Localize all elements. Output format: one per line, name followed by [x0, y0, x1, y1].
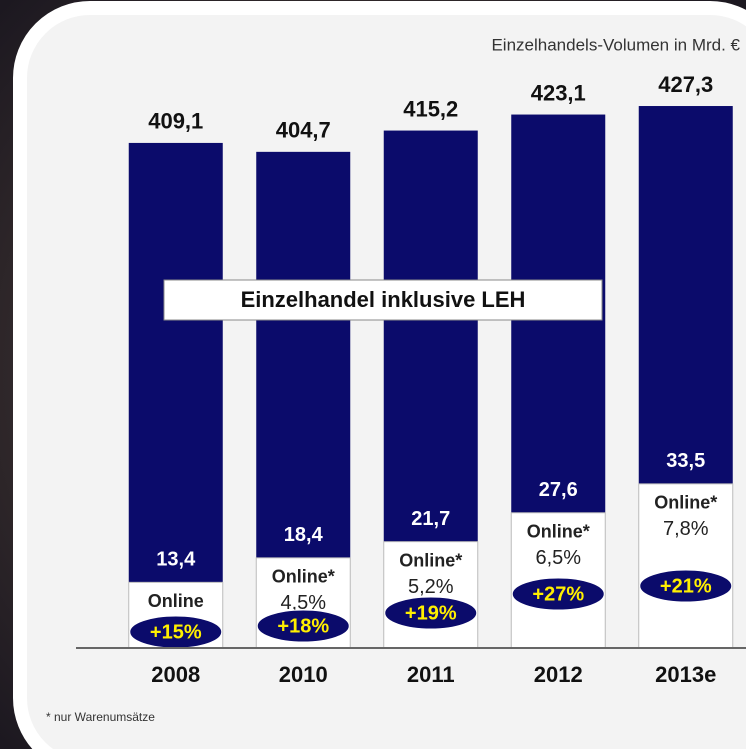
online-label: 18,4: [284, 524, 324, 546]
plot: 409,113,4Online3,3%+15%2008404,718,4Onli…: [76, 72, 746, 687]
growth-label: +21%: [660, 575, 712, 597]
x-tick-label: 2008: [151, 662, 200, 687]
total-label: 415,2: [403, 96, 458, 121]
growth-badge: [511, 577, 605, 611]
growth-label: +15%: [150, 621, 202, 643]
online-text: Online*: [272, 567, 335, 587]
online-text: Online*: [527, 522, 590, 542]
share-label: 5,2%: [408, 576, 454, 598]
share-label: 6,5%: [535, 547, 581, 569]
total-label: 409,1: [148, 109, 203, 134]
total-label: 427,3: [658, 72, 713, 97]
growth-label: +19%: [405, 602, 457, 624]
growth-label: +27%: [532, 583, 584, 605]
footnote: * nur Warenumsätze: [46, 710, 155, 724]
total-bar: [128, 142, 223, 648]
share-label: 7,8%: [663, 518, 709, 540]
growth-badge: [256, 609, 350, 643]
online-text: Online*: [399, 550, 462, 570]
x-tick-label: 2011: [407, 662, 455, 687]
online-label: 33,5: [666, 450, 705, 472]
total-label: 423,1: [531, 80, 586, 105]
x-tick-label: 2012: [534, 662, 583, 687]
online-label: 21,7: [411, 508, 450, 530]
x-tick-label: 2013e: [655, 662, 716, 687]
legend-box: [163, 279, 603, 321]
legend-label: Einzelhandel inklusive LEH: [241, 287, 526, 312]
online-text: Online: [148, 591, 204, 611]
online-text: Online*: [654, 493, 717, 513]
growth-badge: [384, 596, 478, 630]
online-label: 13,4: [156, 549, 196, 571]
share-label: 4,5%: [280, 592, 326, 614]
x-tick-label: 2010: [279, 662, 328, 687]
total-label: 404,7: [276, 118, 331, 143]
growth-label: +18%: [277, 615, 329, 637]
subtitle: Einzelhandels-Volumen in Mrd. €: [491, 35, 740, 54]
online-bar: [638, 483, 734, 649]
growth-badge: [639, 569, 733, 603]
online-label: 27,6: [539, 479, 578, 501]
